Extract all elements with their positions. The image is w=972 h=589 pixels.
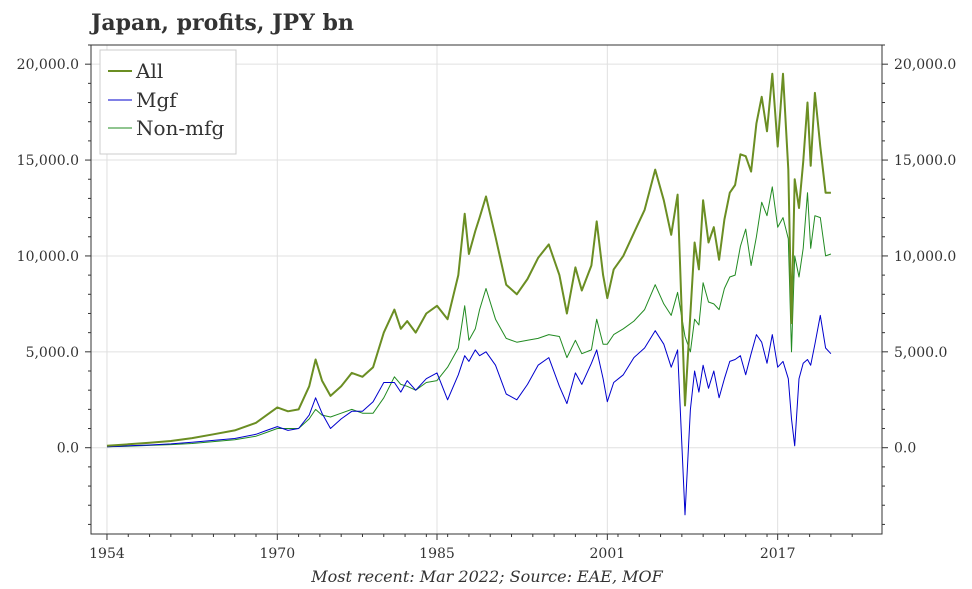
plot-frame xyxy=(90,44,883,535)
y-tick-label-right: 10,000.0 xyxy=(894,249,956,265)
axes: 0.0 0.0 5,000.0 5,000.0 10,000.0 10,000.0 15,0… xyxy=(17,44,956,562)
y-tick-label-left: 15,000.0 xyxy=(17,153,79,169)
x-tick-label: 2001 xyxy=(590,546,626,562)
plot-area xyxy=(106,72,832,516)
y-tick-label-left: 0.0 xyxy=(57,441,79,457)
legend: All Mgf Non-mfg xyxy=(99,49,237,155)
chart-caption: Most recent: Mar 2022; Source: EAE, MOF xyxy=(310,567,663,586)
y-tick-label-right: 20,000.0 xyxy=(894,57,956,73)
x-tick-label: 2017 xyxy=(760,546,796,562)
y-tick-label-left: 5,000.0 xyxy=(26,345,79,361)
legend-label-mgf: Mgf xyxy=(136,88,178,112)
series-line-mgf xyxy=(106,314,832,516)
legend-box xyxy=(99,49,237,155)
legend-label-non-mfg: Non-mfg xyxy=(136,116,225,140)
y-tick-label-right: 5,000.0 xyxy=(894,345,947,361)
y-tick-label-left: 10,000.0 xyxy=(17,249,79,265)
series-line-non-mfg xyxy=(106,186,832,448)
x-tick-label: 1954 xyxy=(89,546,125,562)
x-tick-label: 1985 xyxy=(419,546,455,562)
y-tick-label-right: 15,000.0 xyxy=(894,153,956,169)
legend-label-all: All xyxy=(135,59,163,83)
x-tick-label: 1970 xyxy=(259,546,295,562)
series-line-all xyxy=(106,72,831,447)
y-tick-label-right: 0.0 xyxy=(894,441,916,457)
chart-title: Japan, profits, JPY bn xyxy=(89,10,354,36)
y-tick-label-left: 20,000.0 xyxy=(17,57,79,73)
